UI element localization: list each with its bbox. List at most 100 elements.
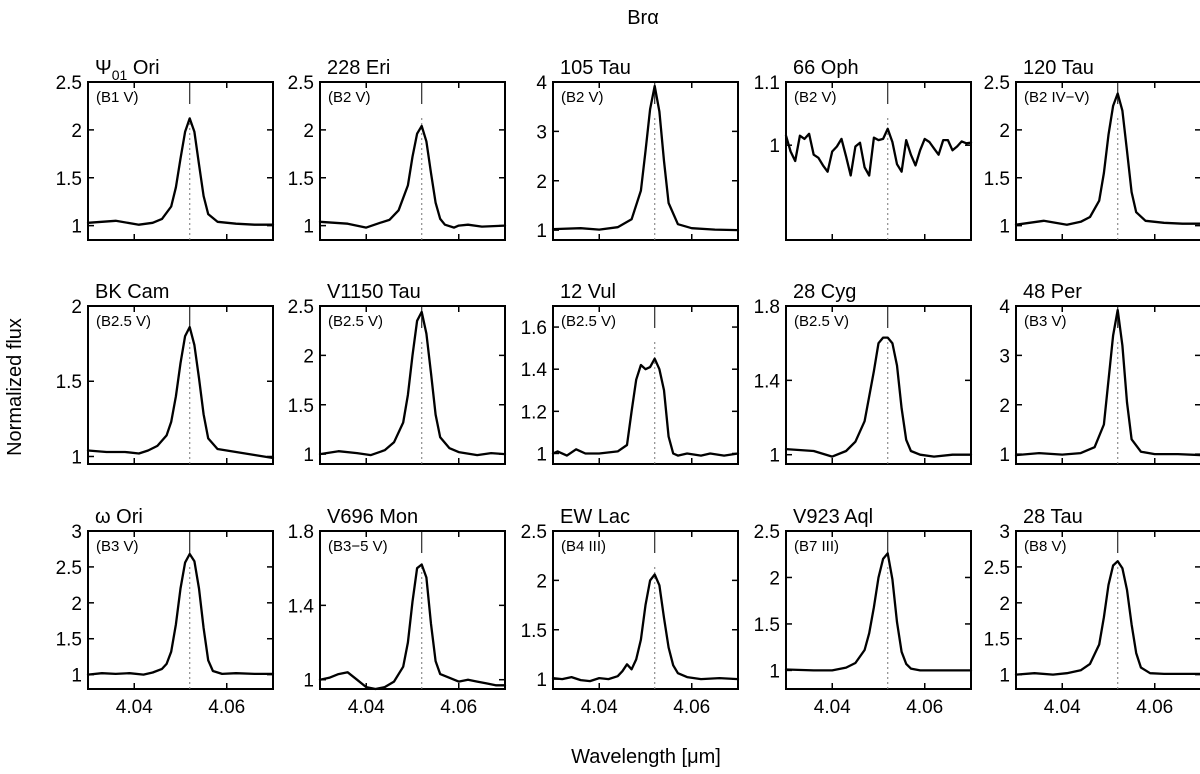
y-tick-label: 2 <box>71 121 82 142</box>
star-name-symbol: Ψ <box>95 57 112 79</box>
y-tick-label: 1.4 <box>521 360 548 381</box>
star-name: 66 Oph <box>793 57 859 79</box>
y-tick-label: 2 <box>71 594 82 615</box>
plot-frame <box>552 81 739 241</box>
y-tick-label: 1 <box>303 217 314 238</box>
star-name: V696 Mon <box>327 506 418 528</box>
y-tick-label: 2 <box>536 172 547 193</box>
y-tick-label: 2 <box>769 568 780 589</box>
x-tick-label: 4.04 <box>116 697 153 718</box>
y-tick-label: 1 <box>999 217 1010 238</box>
spectrum-line-v923-aql <box>784 552 973 672</box>
panel-ori: 1 1.5 2 2.5 3 4.04 4.06 ω Ori (B3 V) <box>56 506 275 718</box>
star-name-rest: Ori <box>127 57 159 79</box>
y-tick-label: 1 <box>536 670 547 691</box>
spectrum-line-ori <box>86 552 275 676</box>
plot-frame <box>87 81 274 241</box>
panel-bk-cam: 1 1.5 2 BK Cam (B2.5 V) <box>56 281 275 468</box>
y-tick-label: 1 <box>303 445 314 466</box>
star-name: Ψ01 Ori <box>95 57 160 83</box>
star-name: 228 Eri <box>327 57 390 79</box>
plot-frame <box>319 81 506 241</box>
y-tick-label: 3 <box>999 346 1010 367</box>
y-tick-label: 2 <box>303 346 314 367</box>
y-tick-label: 1.5 <box>56 169 82 190</box>
y-tick-label: 2.5 <box>288 297 314 318</box>
y-tick-label: 1 <box>769 661 780 682</box>
plot-frame <box>87 305 274 465</box>
y-tick-label: 2 <box>999 594 1010 615</box>
spectrum-line-105-tau <box>551 84 740 232</box>
spectral-type: (B7 III) <box>794 538 839 555</box>
panel-grid: 1 1.5 2 2.5 Ψ01 Ori (B1 V) 1 1.5 2 2.5 228 Eri (B2 … <box>56 57 1200 718</box>
spectral-type: (B1 V) <box>96 89 139 106</box>
panel-v696-mon: 1 1.4 1.8 4.04 4.06 V696 Mon (B3−5 V) <box>288 506 507 718</box>
star-name: BK Cam <box>95 281 169 303</box>
y-tick-label: 3 <box>536 122 547 143</box>
spectral-type: (B2 V) <box>561 89 604 106</box>
y-tick-label: 1.4 <box>754 371 781 392</box>
y-tick-label: 3 <box>71 522 82 543</box>
y-tick-label: 1 <box>303 671 314 692</box>
y-tick-label: 1 <box>71 447 82 468</box>
y-tick-label: 1.4 <box>288 596 315 617</box>
plot-frame <box>319 530 506 690</box>
y-tick-label: 4 <box>999 297 1010 318</box>
y-tick-label: 2.5 <box>521 522 547 543</box>
plot-frame <box>552 305 739 465</box>
y-axis-title: Normalized flux <box>4 318 26 456</box>
spectrum-line-v696-mon <box>318 563 507 691</box>
y-tick-label: 1.6 <box>521 318 547 339</box>
plot-frame <box>319 305 506 465</box>
star-name: V1150 Tau <box>327 281 421 303</box>
y-tick-label: 1.8 <box>288 522 314 543</box>
spectrum-line-12-vul <box>551 357 740 457</box>
plot-frame <box>1015 305 1200 465</box>
x-tick-label: 4.06 <box>906 697 943 718</box>
y-tick-label: 4 <box>536 73 547 94</box>
y-tick-label: 1.5 <box>56 630 82 651</box>
y-tick-label: 2.5 <box>984 558 1010 579</box>
spectral-type: (B2.5 V) <box>96 313 151 330</box>
x-tick-label: 4.04 <box>1044 697 1081 718</box>
y-tick-label: 1 <box>769 446 780 467</box>
y-tick-label: 2.5 <box>984 73 1010 94</box>
star-name: 105 Tau <box>560 57 631 79</box>
spectral-type: (B2 V) <box>328 89 371 106</box>
y-tick-label: 1 <box>71 217 82 238</box>
y-tick-label: 1 <box>769 136 780 157</box>
y-tick-label: 1.5 <box>56 372 82 393</box>
plot-frame <box>1015 530 1200 690</box>
y-tick-label: 1.1 <box>754 73 780 94</box>
x-tick-label: 4.04 <box>581 697 618 718</box>
y-tick-label: 1.5 <box>984 630 1010 651</box>
plot-frame <box>552 530 739 690</box>
panel-228-eri: 1 1.5 2 2.5 228 Eri (B2 V) <box>288 57 507 241</box>
star-name: EW Lac <box>560 506 630 528</box>
star-name: 28 Cyg <box>793 281 856 303</box>
y-tick-label: 1.2 <box>521 402 547 423</box>
y-tick-label: 1 <box>999 445 1010 466</box>
spectrum-line-v1150-tau <box>318 310 507 457</box>
y-tick-label: 1.5 <box>288 396 314 417</box>
y-tick-label: 1.8 <box>754 297 780 318</box>
x-tick-label: 4.06 <box>673 697 710 718</box>
x-tick-label: 4.06 <box>1136 697 1173 718</box>
y-tick-label: 2.5 <box>754 522 780 543</box>
y-tick-label: 2 <box>303 121 314 142</box>
y-tick-label: 2.5 <box>288 73 314 94</box>
plot-frame <box>785 81 972 241</box>
y-tick-label: 2.5 <box>56 558 82 579</box>
spectrum-line-01-ori <box>86 117 275 226</box>
panel-105-tau: 1 2 3 4 105 Tau (B2 V) <box>536 57 740 242</box>
y-tick-label: 2 <box>999 121 1010 142</box>
spectral-type: (B4 III) <box>561 538 606 555</box>
spectral-type: (B2 V) <box>794 89 837 106</box>
x-tick-label: 4.06 <box>208 697 245 718</box>
panel-120-tau: 1 1.5 2 2.5 120 Tau (B2 IV−V) <box>984 57 1200 241</box>
x-axis-title: Wavelength [μm] <box>571 746 721 768</box>
star-name: V923 Aql <box>793 506 873 528</box>
x-tick-label: 4.06 <box>440 697 477 718</box>
y-tick-label: 1.5 <box>521 621 547 642</box>
panel-v1150-tau: 1 1.5 2 2.5 V1150 Tau (B2.5 V) <box>288 281 507 466</box>
